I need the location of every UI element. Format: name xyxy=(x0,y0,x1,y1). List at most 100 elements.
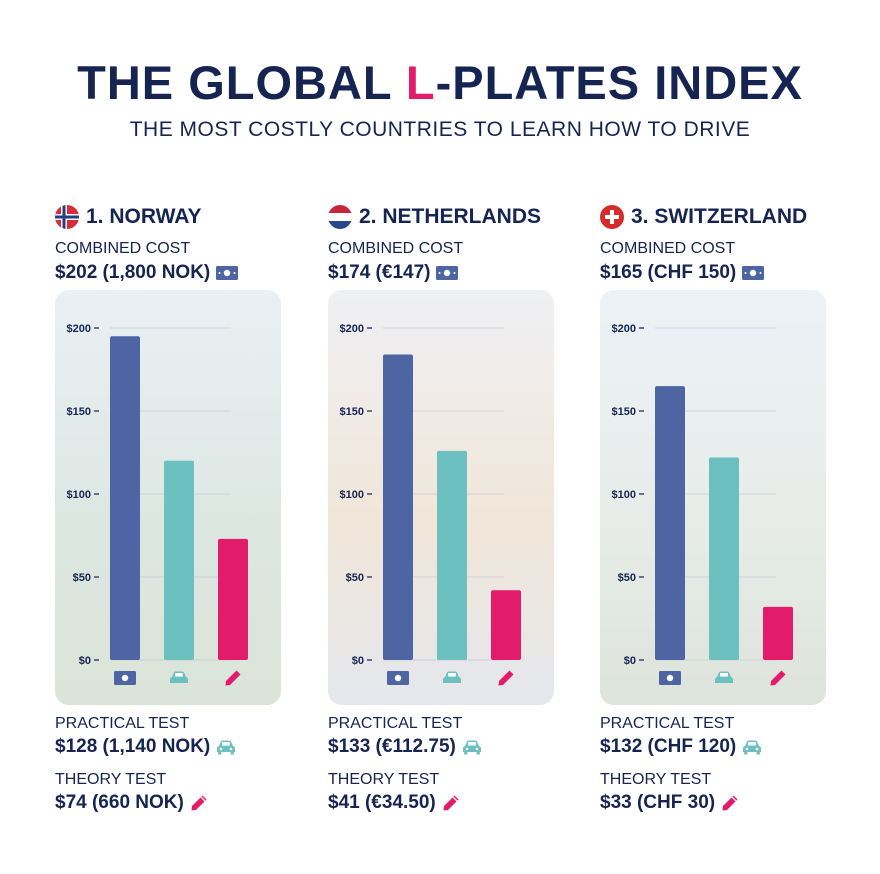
y-tick-label: $100 xyxy=(67,489,91,501)
country-heading: 3. SWITZERLAND xyxy=(600,202,807,232)
car-axis-icon xyxy=(170,671,188,683)
theory-test-label: THEORY TEST xyxy=(55,771,167,788)
y-tick-label: $200 xyxy=(612,323,636,335)
combined-cost-label: COMBINED COST xyxy=(328,240,464,257)
theory-test-label: THEORY TEST xyxy=(600,771,712,788)
pencil-icon xyxy=(498,670,514,686)
switzerland-flag-icon xyxy=(600,205,624,229)
pencil-axis-icon xyxy=(498,670,514,686)
theory-test-text: $41 (€34.50) xyxy=(328,792,436,813)
car-icon xyxy=(170,671,188,683)
theory-test-value: $74 (660 NOK) xyxy=(55,792,208,814)
money-axis-icon xyxy=(659,671,681,685)
bar-practical xyxy=(164,460,194,660)
money-icon-coin xyxy=(394,674,402,682)
money-axis-icon xyxy=(114,671,136,685)
theory-test-text: $33 (CHF 30) xyxy=(600,792,716,813)
bar-theory xyxy=(218,538,248,660)
money-icon xyxy=(436,266,459,280)
car-icon-window xyxy=(175,673,183,677)
money-icon-coin xyxy=(121,674,129,682)
car-icon xyxy=(443,671,461,683)
practical-test-label: PRACTICAL TEST xyxy=(55,715,190,732)
practical-test-text: $133 (€112.75) xyxy=(328,736,456,757)
y-tick-label: $0 xyxy=(79,655,91,667)
country-name: 3. SWITZERLAND xyxy=(631,205,808,228)
car-icon xyxy=(462,739,482,755)
bar-theory xyxy=(491,590,521,660)
y-tick-label: $0 xyxy=(352,655,364,667)
practical-test-label: PRACTICAL TEST xyxy=(600,715,735,732)
combined-cost-value: $202 (1,800 NOK) xyxy=(55,262,239,284)
theory-test-value: $41 (€34.50) xyxy=(328,792,460,814)
country-name: 1. NORWAY xyxy=(86,205,202,228)
practical-test-text: $128 (1,140 NOK) xyxy=(55,736,211,757)
chart-panel: $0 $50 $100 $150 $200 xyxy=(600,290,826,705)
combined-cost-text: $202 (1,800 NOK) xyxy=(55,262,211,283)
y-tick-label: $50 xyxy=(346,572,364,584)
combined-cost-value: $165 (CHF 150) xyxy=(600,262,765,284)
combined-cost-label: COMBINED COST xyxy=(55,240,191,257)
y-tick-label: $150 xyxy=(67,406,91,418)
y-tick-label: $50 xyxy=(73,572,91,584)
practical-test-value: $128 (1,140 NOK) xyxy=(55,736,236,758)
title-text-start: THE GLOBAL xyxy=(77,56,406,109)
pencil-icon xyxy=(190,794,208,812)
country-column-switzerland: 3. SWITZERLAND COMBINED COST $165 (CHF 1… xyxy=(600,200,860,830)
pencil-icon xyxy=(721,794,739,812)
theory-test-text: $74 (660 NOK) xyxy=(55,792,184,813)
title-text-end: -PLATES INDEX xyxy=(435,56,803,109)
bar-combined xyxy=(383,354,413,660)
pencil-icon xyxy=(442,794,460,812)
combined-cost-text: $165 (CHF 150) xyxy=(600,262,737,283)
bar-practical xyxy=(437,450,467,660)
car-axis-icon xyxy=(443,671,461,683)
car-icon xyxy=(715,671,733,683)
country-heading: 2. NETHERLANDS xyxy=(328,202,541,232)
practical-test-label: PRACTICAL TEST xyxy=(328,715,463,732)
theory-test-label: THEORY TEST xyxy=(328,771,440,788)
netherlands-flag-icon xyxy=(328,205,352,229)
y-tick-label: $100 xyxy=(340,489,364,501)
money-icon xyxy=(216,266,239,280)
y-tick-label: $0 xyxy=(624,655,636,667)
bar-practical xyxy=(709,457,739,660)
practical-test-value: $132 (CHF 120) xyxy=(600,736,762,758)
practical-test-value: $133 (€112.75) xyxy=(328,736,482,758)
bar-theory xyxy=(763,606,793,660)
bar-combined xyxy=(655,386,685,660)
y-tick-label: $200 xyxy=(340,323,364,335)
pencil-icon xyxy=(770,670,786,686)
combined-cost-text: $174 (€147) xyxy=(328,262,431,283)
money-icon xyxy=(742,266,765,280)
y-tick-label: $150 xyxy=(612,406,636,418)
money-axis-icon xyxy=(387,671,409,685)
y-tick-label: $50 xyxy=(618,572,636,584)
theory-test-value: $33 (CHF 30) xyxy=(600,792,739,814)
y-tick-label: $200 xyxy=(67,323,91,335)
y-tick-label: $150 xyxy=(340,406,364,418)
y-tick-label: $100 xyxy=(612,489,636,501)
page-title: THE GLOBAL L-PLATES INDEX xyxy=(0,55,880,110)
car-icon xyxy=(742,739,762,755)
chart-panel: $0 $50 $100 $150 $200 xyxy=(328,290,554,705)
practical-test-text: $132 (CHF 120) xyxy=(600,736,737,757)
page-subtitle: THE MOST COSTLY COUNTRIES TO LEARN HOW T… xyxy=(129,118,751,141)
country-column-norway: 1. NORWAY COMBINED COST $202 (1,800 NOK)… xyxy=(55,200,315,830)
combined-cost-value: $174 (€147) xyxy=(328,262,459,284)
pencil-axis-icon xyxy=(225,670,241,686)
combined-cost-label: COMBINED COST xyxy=(600,240,736,257)
pencil-axis-icon xyxy=(770,670,786,686)
country-name: 2. NETHERLANDS xyxy=(359,205,542,228)
money-icon-coin xyxy=(666,674,674,682)
bar-combined xyxy=(110,336,140,660)
title-accent-letter: L xyxy=(405,56,436,109)
norway-flag-icon xyxy=(55,205,79,229)
country-column-netherlands: 2. NETHERLANDS COMBINED COST $174 (€147)… xyxy=(328,200,588,830)
car-icon xyxy=(216,739,236,755)
car-axis-icon xyxy=(715,671,733,683)
chart-panel: $0 $50 $100 $150 $200 xyxy=(55,290,281,705)
car-icon-window xyxy=(448,673,456,677)
pencil-icon xyxy=(225,670,241,686)
car-icon-window xyxy=(720,673,728,677)
